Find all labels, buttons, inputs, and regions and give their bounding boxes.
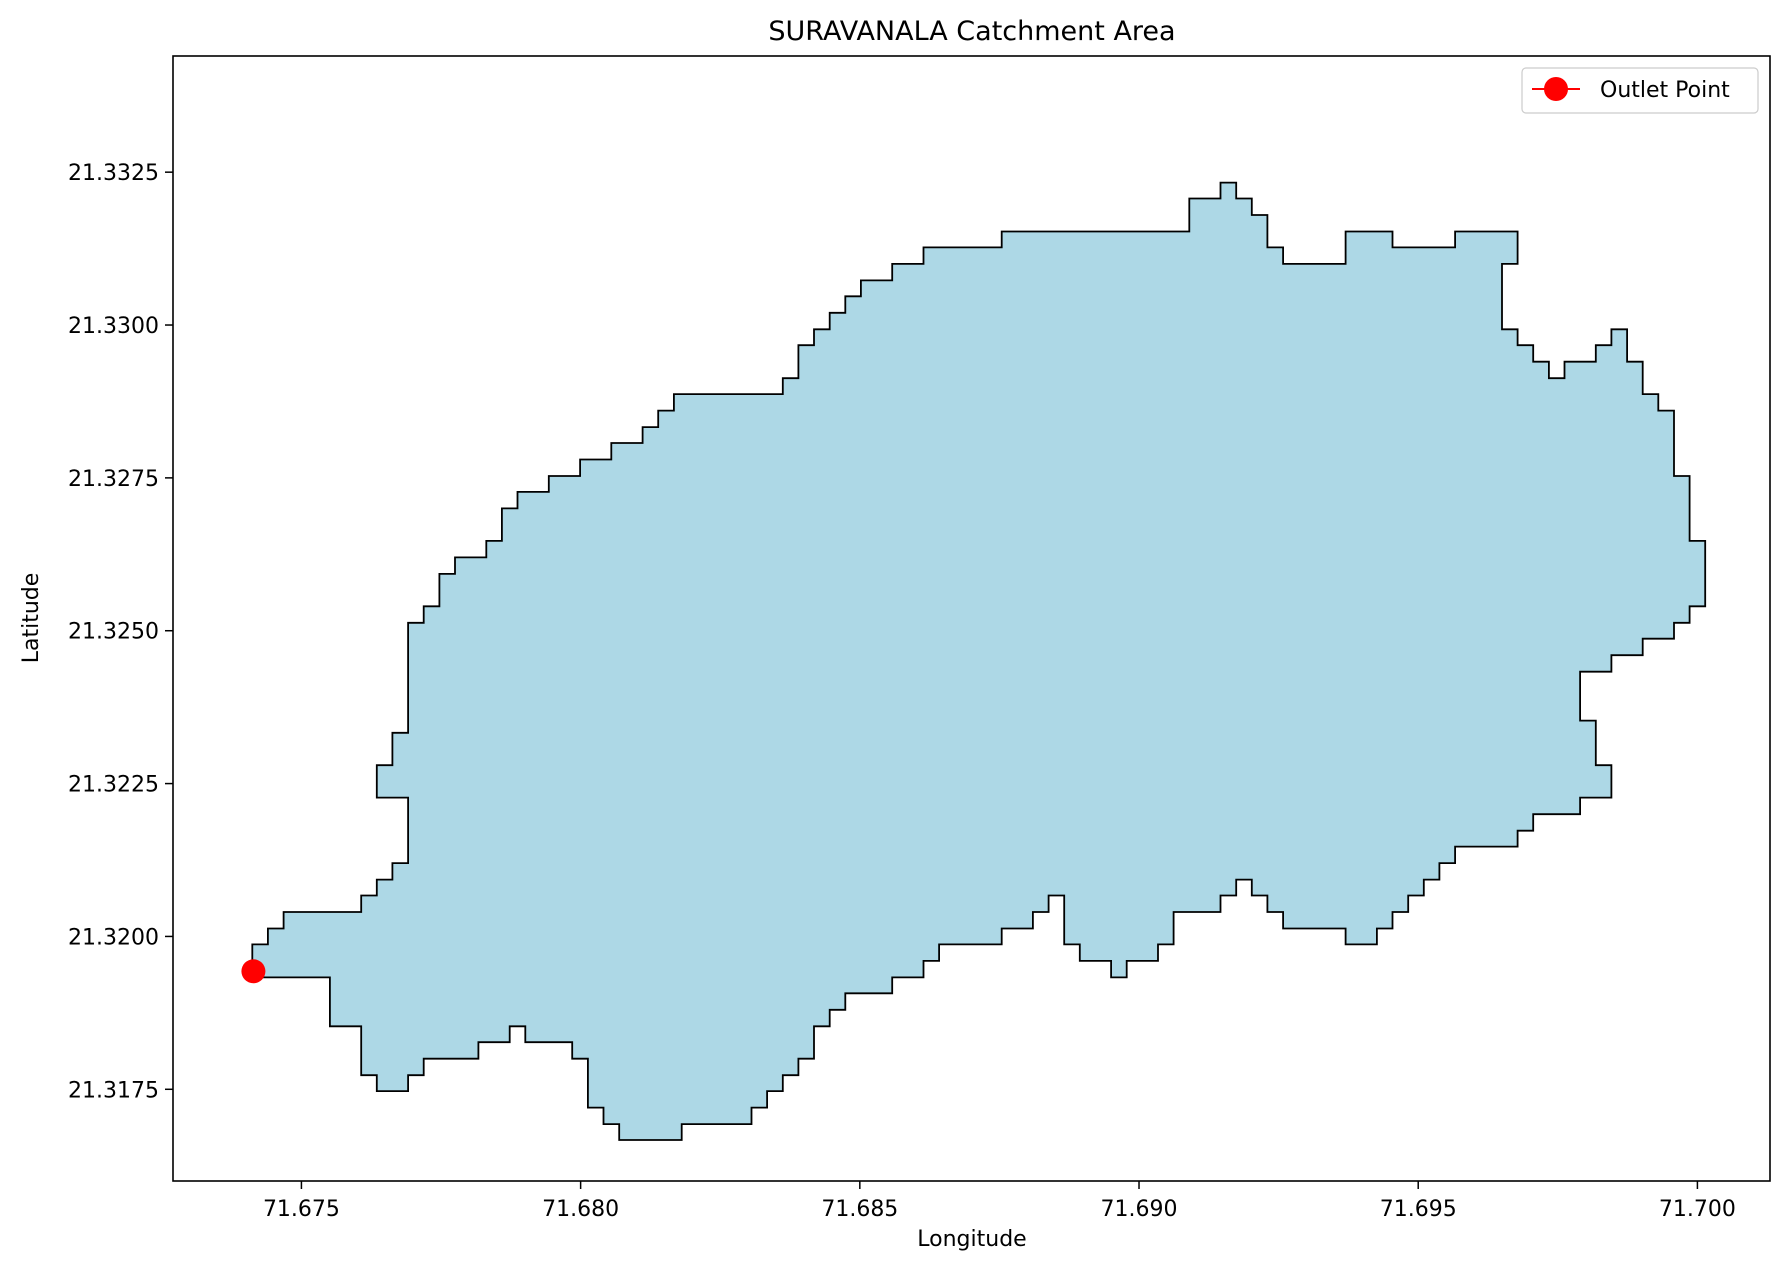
x-tick-label: 71.685 bbox=[821, 1197, 898, 1222]
catchment-area-layer bbox=[251, 181, 1707, 1141]
catchment-polygon bbox=[251, 181, 1707, 1141]
y-tick-label: 21.3175 bbox=[68, 1078, 159, 1103]
y-tick-label: 21.3325 bbox=[68, 161, 159, 186]
y-tick-label: 21.3300 bbox=[68, 314, 159, 339]
x-tick-label: 71.680 bbox=[542, 1197, 619, 1222]
axis-ticks: 71.675 71.680 71.685 71.690 71.695 71.700 21.3… bbox=[68, 161, 1736, 1222]
y-axis-label: Latitude bbox=[19, 573, 44, 664]
x-tick-label: 71.690 bbox=[1101, 1197, 1178, 1222]
y-tick-label: 21.3200 bbox=[68, 925, 159, 950]
x-tick-label: 71.695 bbox=[1380, 1197, 1457, 1222]
outlet-point-marker bbox=[241, 959, 266, 984]
chart-title: SURAVANALA Catchment Area bbox=[768, 16, 1175, 47]
legend-marker bbox=[1544, 77, 1568, 101]
y-tick-label: 21.3250 bbox=[68, 620, 159, 645]
outlet-layer bbox=[241, 959, 266, 984]
x-axis-label: Longitude bbox=[917, 1227, 1026, 1252]
legend-box bbox=[1521, 67, 1759, 114]
legend-label: Outlet Point bbox=[1600, 78, 1730, 103]
x-tick-label: 71.700 bbox=[1659, 1197, 1736, 1222]
legend: Outlet Point bbox=[1521, 67, 1759, 114]
y-tick-label: 21.3225 bbox=[68, 773, 159, 798]
x-tick-label: 71.675 bbox=[263, 1197, 340, 1222]
plot-frame bbox=[172, 55, 1771, 1182]
y-tick-label: 21.3275 bbox=[68, 467, 159, 492]
